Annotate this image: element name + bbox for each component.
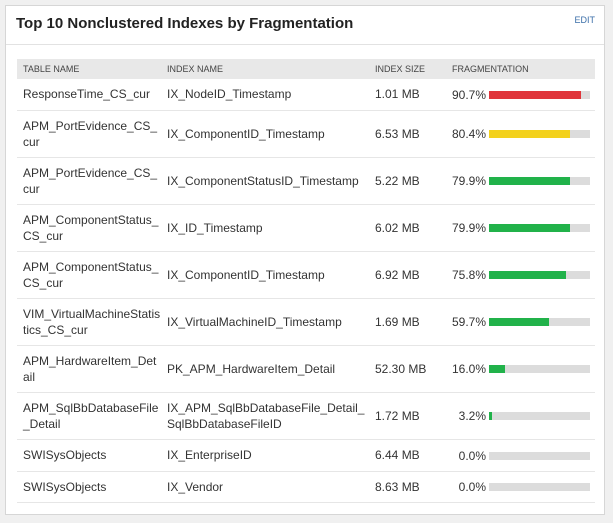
fragmentation: 75.8% bbox=[446, 251, 595, 299]
fragmentation-bar bbox=[489, 412, 493, 421]
table-name: ResponseTime_CS_cur bbox=[17, 79, 161, 111]
fragmentation-bar bbox=[489, 130, 571, 139]
table-row: ResponseTime_CS_cur IX_NodeID_Timestamp 1.… bbox=[17, 79, 595, 111]
fragmentation-label: 3.2% bbox=[458, 409, 486, 424]
table-row: APM_ComponentStatus_CS_cur IX_ComponentID… bbox=[17, 251, 595, 299]
table-name: APM_HardwareItem_Detail bbox=[17, 345, 161, 393]
bar-track bbox=[489, 412, 590, 421]
index-name: IX_ComponentID_Timestamp bbox=[161, 251, 369, 299]
column-header: INDEX NAME bbox=[161, 59, 369, 79]
index-name: IX_NodeID_Timestamp bbox=[161, 79, 369, 111]
fragmentation-label: 80.4% bbox=[452, 127, 487, 142]
table-name: APM_PortEvidence_CS_cur bbox=[17, 110, 161, 158]
fragmentation-label: 59.7% bbox=[452, 315, 487, 330]
table-row: SWISysObjects IX_Vendor 8.63 MB 0.0% bbox=[17, 471, 595, 504]
table-name: SWISysObjects bbox=[17, 439, 161, 472]
index-size: 1.69 MB bbox=[369, 298, 446, 346]
fragmentation: 80.4% bbox=[446, 110, 595, 158]
table-row: APM_PortEvidence_CS_cur IX_ComponentStatu… bbox=[17, 157, 595, 205]
index-name: IX_EnterpriseID bbox=[161, 439, 369, 472]
bar-track bbox=[489, 318, 590, 327]
table-name: APM_PortEvidence_CS_cur bbox=[17, 157, 161, 205]
index-size: 52.30 MB bbox=[369, 345, 446, 393]
fragmentation-bar bbox=[489, 224, 570, 233]
table-row: APM_SqlBbDatabaseFile_Detail IX_APM_SqlBb… bbox=[17, 392, 595, 440]
table-row: SWISysObjects IX_EnterpriseID 6.44 MB 0.0% bbox=[17, 439, 595, 472]
index-size: 6.92 MB bbox=[369, 251, 446, 299]
bar-track bbox=[489, 483, 590, 492]
fragmentation: 3.2% bbox=[446, 392, 595, 440]
header-row: TABLE NAME INDEX NAME INDEX SIZE FRAGMENTAT… bbox=[17, 59, 595, 79]
fragmentation-bar bbox=[489, 90, 581, 99]
fragmentation: 79.9% bbox=[446, 204, 595, 252]
fragmentation-label: 79.9% bbox=[452, 221, 487, 236]
index-name: PK_APM_HardwareItem_Detail bbox=[161, 345, 369, 393]
edit-link[interactable]: EDIT bbox=[574, 15, 595, 25]
index-size: 6.44 MB bbox=[369, 439, 446, 472]
bar-track bbox=[489, 224, 590, 233]
fragmentation-label: 79.9% bbox=[452, 174, 487, 189]
widget: Top 10 Nonclustered Indexes by Fragmenta… bbox=[5, 5, 605, 515]
fragmentation-bar bbox=[489, 318, 550, 327]
fragmentation: 16.0% bbox=[446, 345, 595, 393]
bar-track bbox=[489, 130, 590, 139]
bar-track bbox=[489, 451, 590, 460]
fragmentation-label: 0.0% bbox=[458, 480, 486, 495]
index-name: IX_ComponentStatusID_Timestamp bbox=[161, 157, 369, 205]
column-header: FRAGMENTATION bbox=[446, 59, 595, 79]
table-name: APM_SqlBbDatabaseFile_Detail bbox=[17, 392, 161, 440]
widget-title: Top 10 Nonclustered Indexes by Fragmenta… bbox=[16, 15, 354, 32]
bar-track bbox=[489, 365, 590, 374]
fragmentation: 59.7% bbox=[446, 298, 595, 346]
fragmentation: 90.7% bbox=[446, 79, 595, 111]
fragmentation-label: 16.0% bbox=[452, 362, 487, 377]
fragmentation-label: 0.0% bbox=[458, 448, 486, 463]
fragmentation-bar bbox=[489, 365, 506, 374]
index-size: 6.53 MB bbox=[369, 110, 446, 158]
index-size: 1.72 MB bbox=[369, 392, 446, 440]
fragmentation-label: 90.7% bbox=[452, 87, 487, 102]
fragmentation: 0.0% bbox=[446, 439, 595, 472]
table-name: APM_ComponentStatus_CS_cur bbox=[17, 204, 161, 252]
fragmentation-bar bbox=[489, 177, 570, 186]
bar-track bbox=[489, 271, 590, 280]
index-name: IX_VirtualMachineID_Timestamp bbox=[161, 298, 369, 346]
fragmentation: 0.0% bbox=[446, 471, 595, 504]
table-row: APM_ComponentStatus_CS_cur IX_ID_Timestam… bbox=[17, 204, 595, 252]
divider bbox=[6, 44, 604, 45]
table-row: APM_HardwareItem_Detail PK_APM_HardwareIt… bbox=[17, 345, 595, 393]
table-name: SWISysObjects bbox=[17, 471, 161, 504]
index-size: 6.02 MB bbox=[369, 204, 446, 252]
fragmentation-bar bbox=[489, 271, 566, 280]
table-name: VIM_VirtualMachineStatistics_CS_cur bbox=[17, 298, 161, 346]
column-header: TABLE NAME bbox=[17, 59, 161, 79]
column-header: INDEX SIZE bbox=[369, 59, 446, 79]
index-name: IX_ID_Timestamp bbox=[161, 204, 369, 252]
index-name: IX_ComponentID_Timestamp bbox=[161, 110, 369, 158]
index-table: TABLE NAME INDEX NAME INDEX SIZE FRAGMENTAT… bbox=[17, 59, 595, 504]
fragmentation: 79.9% bbox=[446, 157, 595, 205]
bar-track bbox=[489, 90, 590, 99]
index-size: 1.01 MB bbox=[369, 79, 446, 111]
table-row: VIM_VirtualMachineStatistics_CS_cur IX_Vi… bbox=[17, 298, 595, 346]
index-size: 8.63 MB bbox=[369, 471, 446, 504]
index-name: IX_Vendor bbox=[161, 471, 369, 504]
index-size: 5.22 MB bbox=[369, 157, 446, 205]
fragmentation-label: 75.8% bbox=[452, 268, 487, 283]
table-name: APM_ComponentStatus_CS_cur bbox=[17, 251, 161, 299]
index-name: IX_APM_SqlBbDatabaseFile_Detail_SqlBbDat… bbox=[161, 392, 369, 440]
bar-track bbox=[489, 177, 590, 186]
table-row: APM_PortEvidence_CS_cur IX_ComponentID_Ti… bbox=[17, 110, 595, 158]
